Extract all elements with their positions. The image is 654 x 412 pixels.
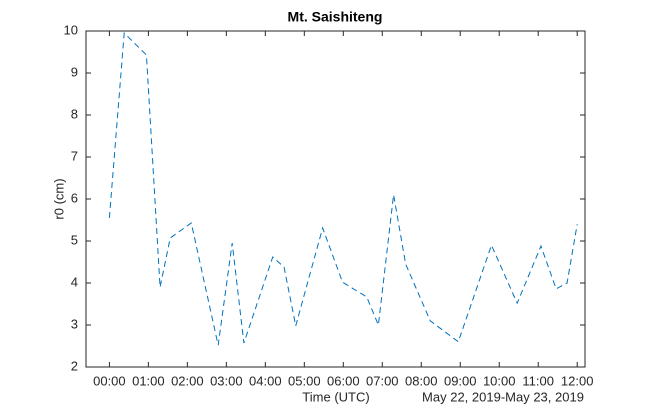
- y-tick-label: 4: [71, 274, 78, 289]
- y-tick-label: 2: [71, 358, 78, 373]
- axes-box: [85, 30, 586, 368]
- x-tick-label: 02:00: [171, 373, 204, 388]
- x-tick-label: 05:00: [288, 373, 321, 388]
- x-tick-label: 08:00: [405, 373, 438, 388]
- x-tick-label: 01:00: [132, 373, 165, 388]
- y-tick-label: 6: [71, 190, 78, 205]
- y-tick-label: 7: [71, 148, 78, 163]
- x-tick-label: 03:00: [210, 373, 243, 388]
- y-tick-label: 10: [64, 22, 78, 37]
- y-tick-label: 9: [71, 64, 78, 79]
- data-line: [108, 31, 578, 346]
- x-tick-label: 06:00: [327, 373, 360, 388]
- x-tick-label: 04:00: [249, 373, 282, 388]
- chart-title: Mt. Saishiteng: [288, 9, 383, 25]
- y-tick-label: 3: [71, 316, 78, 331]
- x-tick-label: 12:00: [561, 373, 594, 388]
- x-tick-label: 00:00: [93, 373, 126, 388]
- x-axis-label: Time (UTC): [302, 389, 369, 404]
- x-tick-label: 11:00: [522, 373, 554, 388]
- annotation: May 22, 2019-May 23, 2019: [422, 389, 584, 404]
- y-tick-label: 8: [71, 106, 78, 121]
- y-axis-label: r0 (cm): [51, 178, 66, 219]
- x-tick-label: 07:00: [366, 373, 399, 388]
- x-tick-label: 10:00: [483, 373, 516, 388]
- x-tick-label: 09:00: [444, 373, 477, 388]
- y-tick-label: 5: [71, 232, 78, 247]
